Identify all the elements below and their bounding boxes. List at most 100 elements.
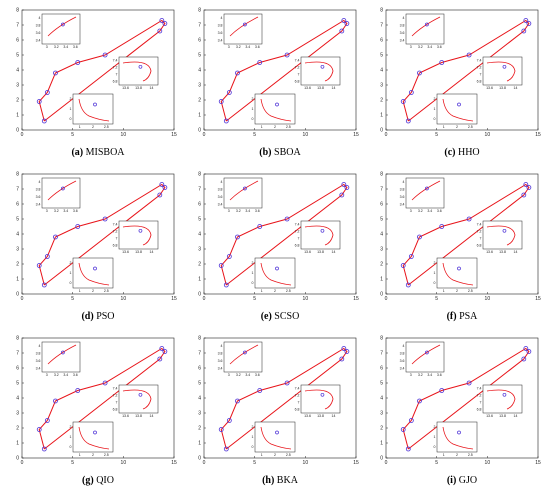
waypoint-marker <box>284 216 290 222</box>
waypoint-marker <box>408 254 414 259</box>
inset-y-tick: 0 <box>434 281 436 285</box>
path-line <box>38 19 166 122</box>
inset-x-tick: 3.6 <box>255 209 260 213</box>
y-tick-label: 6 <box>16 202 19 208</box>
y-tick-label: 2 <box>380 426 383 432</box>
inset-y-tick: 4 <box>403 16 405 20</box>
inset-path <box>304 225 334 246</box>
y-tick-label: 5 <box>16 53 19 59</box>
zoom-inset: 13.6 13.8 14 6.8 7 7.2 7.4 <box>295 220 341 254</box>
waypoint-marker <box>405 446 411 452</box>
y-tick-label: 8 <box>380 336 383 342</box>
y-tick-label: 4 <box>16 68 19 74</box>
inset-y-tick: 3.8 <box>400 187 405 191</box>
y-tick-label: 3 <box>198 83 201 89</box>
inset-y-tick: 7.2 <box>295 394 300 398</box>
y-tick-label: 1 <box>198 277 201 283</box>
path-line <box>220 347 348 450</box>
y-tick-label: 5 <box>198 53 201 59</box>
y-tick-label: 2 <box>16 426 19 432</box>
inset-waypoint-marker <box>243 186 247 191</box>
inset-path <box>229 16 259 37</box>
waypoint-marker <box>339 356 345 362</box>
inset-x-tick: 3.6 <box>73 373 78 377</box>
inset-x-tick: 3.6 <box>73 45 78 49</box>
inset-y-tick: 2 <box>434 97 436 101</box>
inset-y-tick: 7.2 <box>477 66 482 70</box>
subplot-panel: 0 5 10 15 0 1 2 3 4 5 6 7 8 3 3.2 3.4 3.6 3.4 3.6 3.8 4 13.6 1… <box>190 2 370 167</box>
inset-waypoint-marker <box>275 430 279 435</box>
inset-x-tick: 2 <box>92 289 94 293</box>
inset-x-tick: 3 <box>228 209 230 213</box>
inset-x-tick: 3.4 <box>245 45 250 49</box>
waypoint-marker <box>339 192 345 198</box>
inset-x-tick: 13.8 <box>135 86 142 90</box>
inset-waypoint-marker <box>61 186 65 191</box>
inset-x-tick: 3.4 <box>245 373 250 377</box>
y-tick-label: 2 <box>16 262 19 268</box>
inset-y-tick: 4 <box>221 16 223 20</box>
inset-y-tick: 2 <box>252 97 254 101</box>
x-tick-label: 15 <box>535 460 541 466</box>
inset-x-tick: 13.6 <box>486 250 493 254</box>
zoom-inset: 3 3.2 3.4 3.6 3.4 3.6 3.8 4 <box>218 177 263 213</box>
inset-x-tick: 14 <box>332 86 336 90</box>
waypoint-marker <box>75 60 81 65</box>
inset-y-tick: 3.8 <box>218 23 223 27</box>
inset-y-tick: 6.8 <box>477 244 482 248</box>
subplot-caption: (e) SCSO <box>190 311 370 323</box>
inset-y-tick: 4 <box>39 344 41 348</box>
waypoint-marker <box>223 118 229 124</box>
y-tick-label: 8 <box>198 172 201 178</box>
zoom-inset: 1 2 2.5 0 1 2 <box>70 257 114 293</box>
y-tick-label: 3 <box>16 83 19 89</box>
path-line <box>402 19 530 122</box>
zoom-inset: 13.6 13.8 14 6.8 7 7.2 7.4 <box>295 384 341 418</box>
y-tick-label: 1 <box>198 113 201 119</box>
waypoint-marker <box>235 70 240 76</box>
inset-y-tick: 7.4 <box>113 59 118 63</box>
zoom-inset: 13.6 13.8 14 6.8 7 7.2 7.4 <box>477 56 523 90</box>
waypoint-marker <box>159 182 165 187</box>
inset-x-tick: 13.6 <box>304 414 311 418</box>
waypoint-marker <box>341 18 347 23</box>
inset-x-tick: 14 <box>150 250 154 254</box>
waypoint-marker <box>400 263 406 268</box>
inset-x-tick: 13.6 <box>122 250 129 254</box>
inset-y-tick: 4 <box>221 344 223 348</box>
inset-y-tick: 3.8 <box>400 351 405 355</box>
y-tick-label: 7 <box>198 351 201 357</box>
inset-y-tick: 7.2 <box>477 394 482 398</box>
inset-y-tick: 7.2 <box>113 394 118 398</box>
waypoint-marker <box>417 398 422 404</box>
y-tick-label: 6 <box>198 202 201 208</box>
x-tick-label: 15 <box>353 460 359 466</box>
waypoint-marker <box>417 234 422 240</box>
inset-y-tick: 7 <box>298 401 300 405</box>
inset-y-tick: 1 <box>70 271 72 275</box>
inset-x-tick: 1 <box>79 289 81 293</box>
y-tick-label: 6 <box>198 366 201 372</box>
path-line <box>402 183 530 286</box>
inset-waypoint-marker <box>243 350 247 355</box>
y-tick-label: 5 <box>198 381 201 387</box>
inset-y-tick: 7 <box>116 237 118 241</box>
waypoint-marker <box>226 418 232 423</box>
subplot-panel: 0 5 10 15 0 1 2 3 4 5 6 7 8 3 3.2 3.4 3.6 3.4 3.6 3.8 4 13.6 1… <box>372 2 550 167</box>
waypoint-marker <box>523 18 529 23</box>
inset-path <box>486 225 516 246</box>
inset-x-tick: 3.2 <box>54 209 59 213</box>
inset-x-tick: 3.4 <box>63 373 68 377</box>
y-tick-label: 7 <box>16 351 19 357</box>
inset-y-tick: 2 <box>434 261 436 265</box>
inset-x-tick: 2 <box>274 453 276 457</box>
waypoint-marker <box>257 388 263 393</box>
inset-waypoint-marker <box>502 64 507 69</box>
y-tick-label: 2 <box>198 426 201 432</box>
inset-x-tick: 3.6 <box>437 45 442 49</box>
inset-waypoint-marker <box>93 430 97 435</box>
inset-y-tick: 3.6 <box>400 195 405 199</box>
inset-path <box>47 180 77 201</box>
inset-y-tick: 4 <box>39 16 41 20</box>
inset-y-tick: 3.4 <box>400 202 405 206</box>
